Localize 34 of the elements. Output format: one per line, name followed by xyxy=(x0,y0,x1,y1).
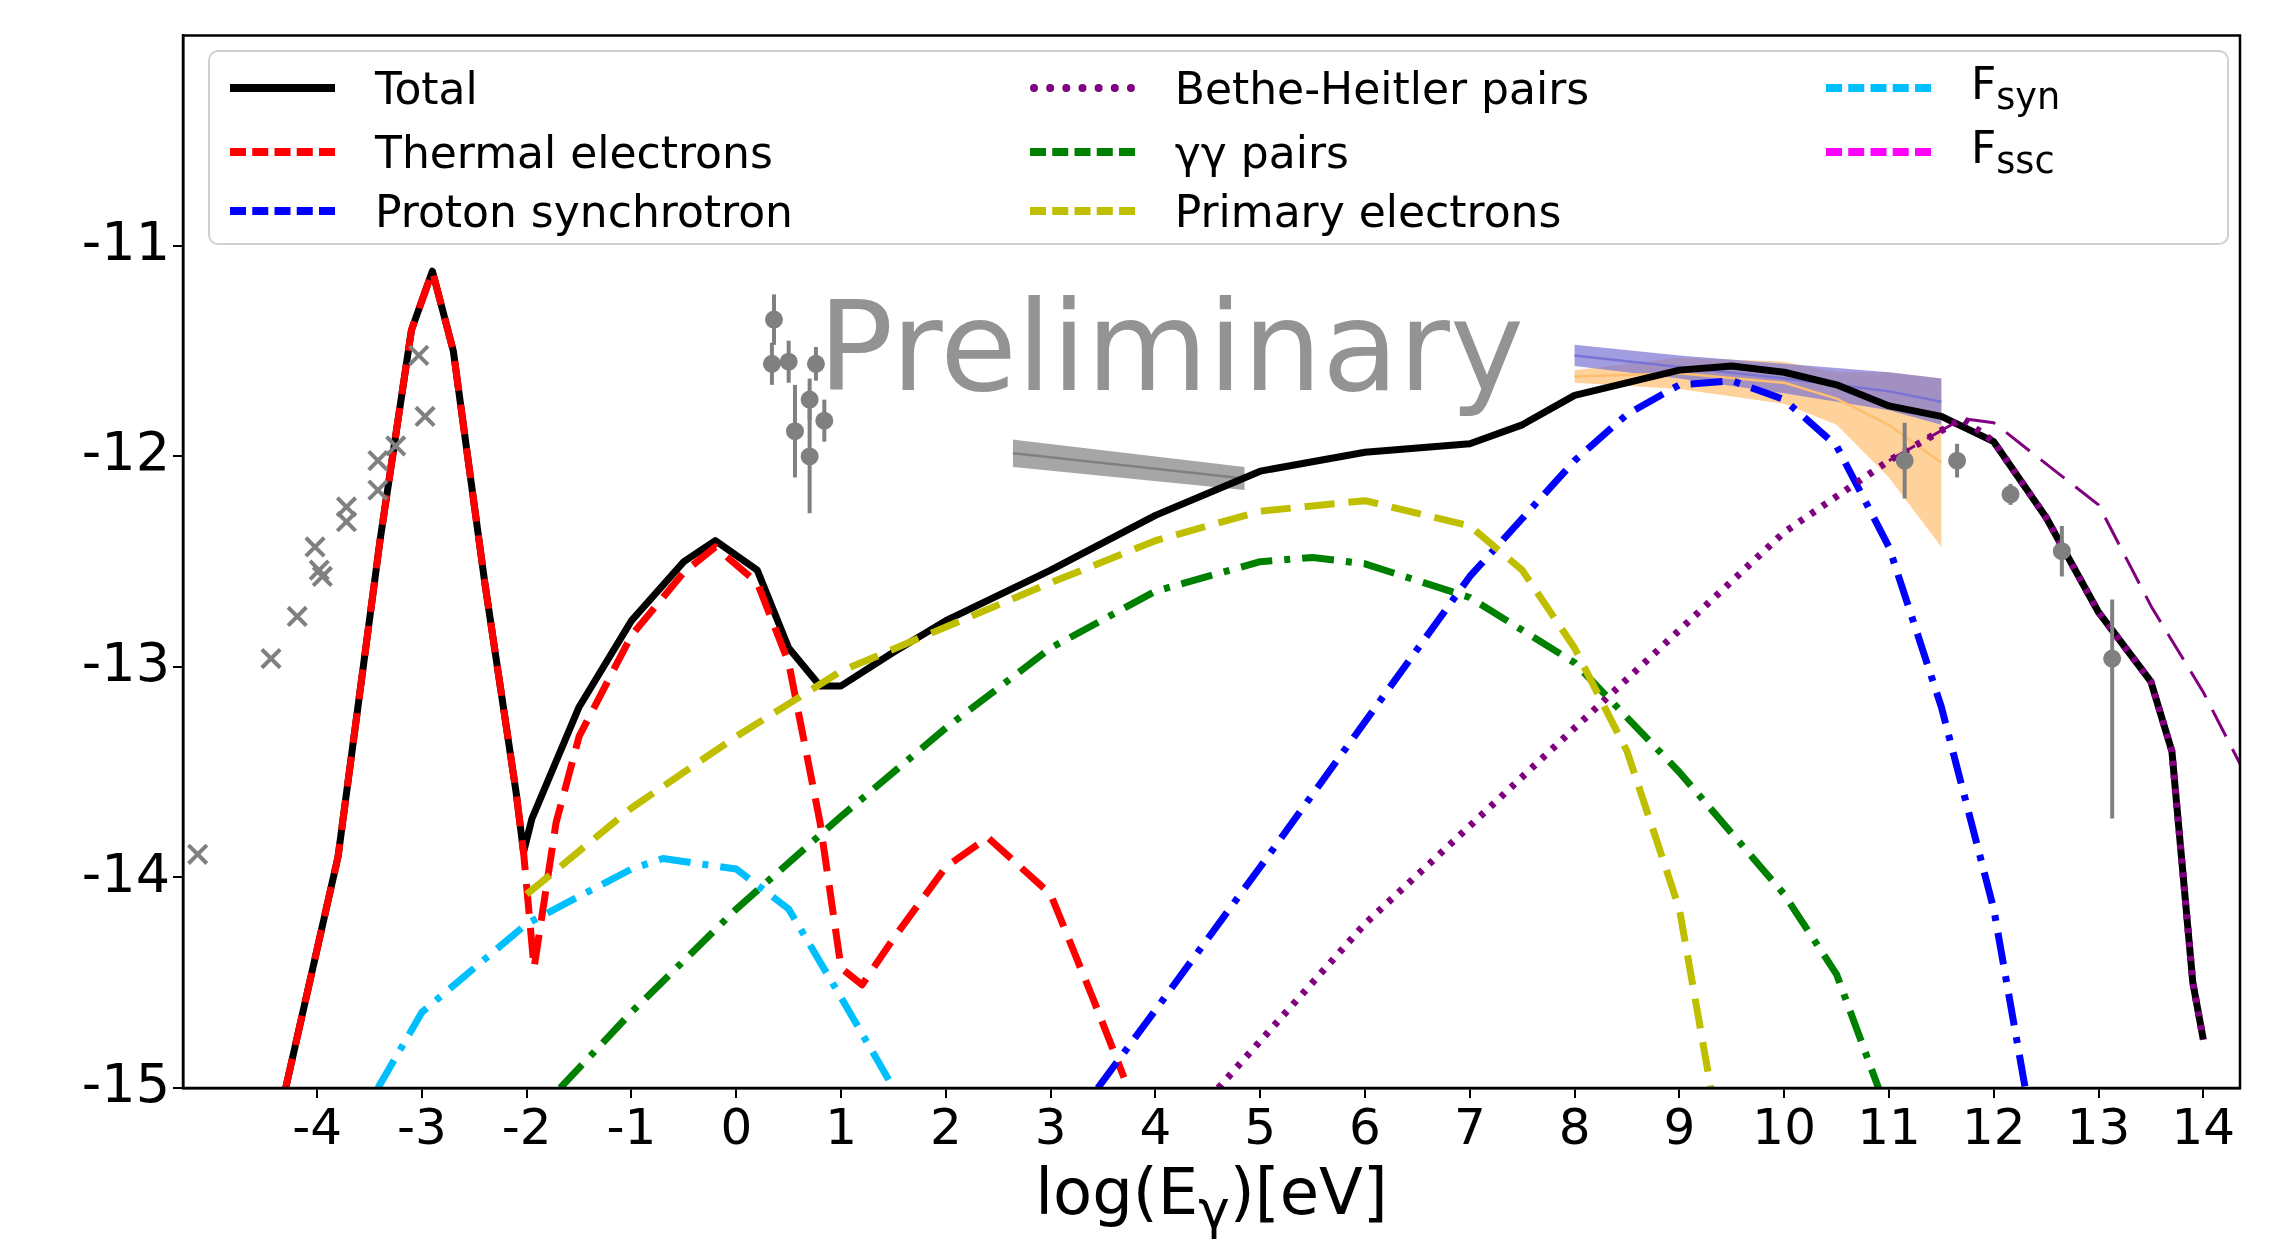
legend-label: Thermal electrons xyxy=(375,126,773,178)
x-tick-label: 0 xyxy=(720,1097,753,1156)
x-tick-label: 12 xyxy=(1961,1097,2026,1156)
x-tick-label: -2 xyxy=(501,1097,552,1156)
y-tick-label: -15 xyxy=(81,1052,170,1116)
x-tick-label: 11 xyxy=(1857,1097,1921,1156)
x-tick-label: 14 xyxy=(2171,1097,2236,1156)
x-tick-label: -4 xyxy=(292,1097,343,1156)
legend-label: Bethe-Heitler pairs xyxy=(1174,62,1590,114)
x-tick-label: 1 xyxy=(825,1097,857,1156)
x-tick-label: 4 xyxy=(1139,1097,1172,1156)
x-tick-label: 9 xyxy=(1663,1097,1696,1156)
legend-label: Primary electrons xyxy=(1174,185,1562,237)
x-tick-label: 6 xyxy=(1349,1097,1381,1156)
y-tick-label: -12 xyxy=(81,420,170,484)
x-tick-label: 5 xyxy=(1244,1097,1277,1156)
x-tick-label: 10 xyxy=(1752,1097,1816,1156)
legend-label: γγ pairs xyxy=(1174,126,1349,178)
x-tick-label: 8 xyxy=(1558,1097,1591,1156)
x-tick-label: -3 xyxy=(396,1097,447,1156)
x-tick-label: 3 xyxy=(1034,1097,1067,1156)
legend-label: F$_{ssc}$ xyxy=(1970,122,2055,182)
legend-label: Total xyxy=(375,62,478,114)
legend-label: Proton synchrotron xyxy=(375,185,793,237)
y-tick-label: -13 xyxy=(81,630,170,694)
y-tick-label: -14 xyxy=(81,841,170,905)
y-tick-label: -11 xyxy=(81,209,170,273)
x-tick-label: -1 xyxy=(606,1097,657,1156)
x-tick-label: 2 xyxy=(929,1097,962,1156)
legend-label: F$_{syn}$ xyxy=(1970,58,2061,119)
x-axis-title: log(E$_{γ}$)[eV] xyxy=(1035,1155,1388,1241)
x-tick-label: 13 xyxy=(2066,1097,2131,1156)
x-tick-label: 7 xyxy=(1453,1097,1486,1156)
annotation: Preliminary xyxy=(818,274,1524,420)
